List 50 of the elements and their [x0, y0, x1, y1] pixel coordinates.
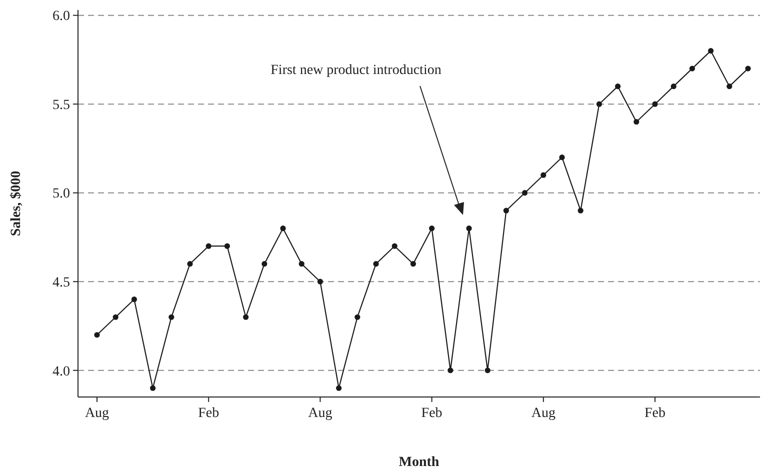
point [168, 314, 174, 320]
y-tick-label: 4.5 [52, 276, 70, 291]
point [298, 261, 304, 267]
point [317, 278, 323, 284]
x-axis-title: Month [398, 455, 440, 470]
point [670, 84, 676, 90]
point [484, 368, 490, 374]
point [466, 226, 472, 232]
point [336, 385, 342, 391]
x-tick-label: Feb [644, 406, 666, 421]
point [392, 243, 398, 249]
point [150, 385, 156, 391]
y-tick-label: 5.0 [52, 186, 70, 202]
point [503, 208, 509, 214]
point [224, 243, 230, 249]
point [634, 119, 640, 125]
y-tick-label: 5.5 [52, 98, 70, 113]
y-tick-label: 4.0 [52, 364, 70, 380]
point [206, 243, 212, 249]
point [94, 332, 100, 338]
x-tick-label: Feb [421, 406, 442, 421]
x-tick-label: Feb [198, 406, 220, 421]
annotation: First new product introduction [270, 63, 442, 78]
point [578, 208, 584, 214]
point [745, 66, 751, 72]
point [615, 84, 621, 90]
point [410, 261, 416, 267]
x-tick-label: Aug [84, 406, 110, 421]
y-tick-label: 6.0 [52, 9, 70, 24]
point [689, 66, 695, 72]
x-tick-label: Aug [531, 406, 556, 421]
point [540, 172, 546, 178]
point [522, 190, 528, 196]
point [429, 226, 435, 232]
point [131, 296, 137, 302]
point [112, 314, 118, 320]
y-axis-title: Sales, $000 [9, 170, 24, 236]
point [243, 314, 249, 320]
point [448, 368, 454, 374]
point [726, 84, 732, 90]
point [373, 261, 379, 267]
point [559, 154, 565, 160]
point [280, 226, 286, 232]
point [187, 261, 193, 267]
x-tick-label: Aug [308, 406, 332, 421]
point [354, 314, 360, 320]
point [652, 101, 658, 107]
point [596, 101, 602, 107]
point [708, 48, 714, 54]
point [262, 261, 268, 267]
